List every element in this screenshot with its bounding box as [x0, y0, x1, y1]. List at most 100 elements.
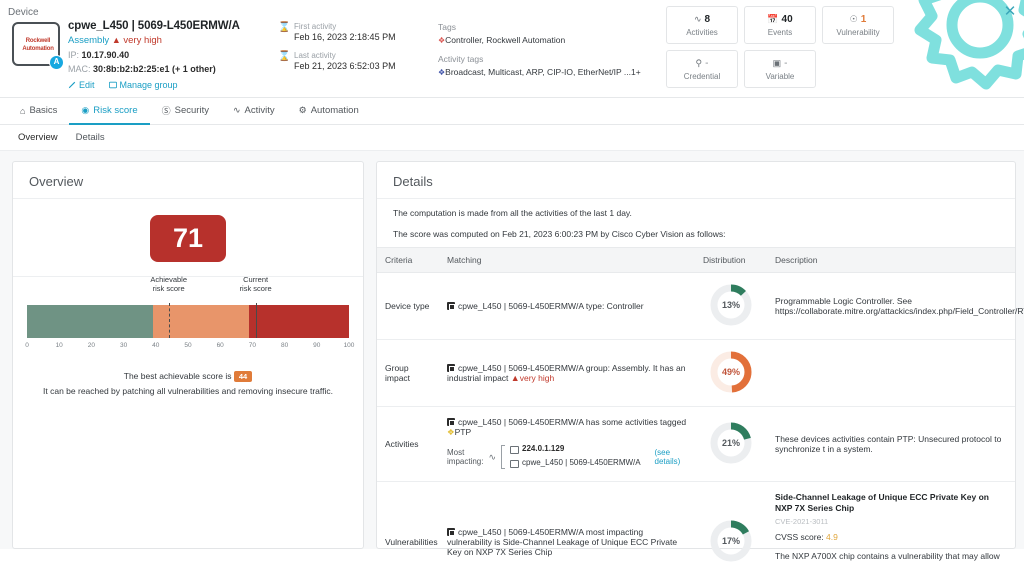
device-logo-text: Rockwell Automation: [22, 38, 54, 52]
tags-column: Tags ❖Controller, Rockwell Automation Ac…: [438, 20, 643, 77]
edit-label: Edit: [79, 80, 95, 90]
most-impacting-label: Most impacting:: [447, 448, 484, 466]
stat-value: 8: [704, 13, 711, 25]
donut-value: 13%: [721, 300, 740, 310]
scale-band-high: [249, 305, 349, 338]
marker-achievable-caption: Achievable risk score: [150, 275, 188, 293]
row-matching: cpwe_L450 | 5069-L450ERMW/A type: Contro…: [439, 272, 695, 340]
device-actions: Edit Manage group: [68, 80, 278, 90]
network-icon: [510, 446, 519, 454]
row-criteria: Group impact: [377, 339, 439, 407]
device-title: cpwe_L450 | 5069-L450ERMW/A: [68, 20, 240, 32]
stat-label: Events: [767, 27, 793, 37]
stat-card-activities[interactable]: ∿ 8 Activities: [666, 6, 738, 44]
donut-chart: 21%: [709, 421, 753, 465]
tab-security[interactable]: Ⓢ Security: [150, 98, 221, 125]
best-achievable-note: The best achievable score is 44 It can b…: [13, 357, 363, 396]
stat-label: Vulnerability: [836, 27, 880, 37]
device-icon: [447, 418, 455, 426]
tab-risk-score[interactable]: ◉ Risk score: [69, 98, 150, 125]
section-label: Device: [8, 7, 39, 18]
device-icon: [447, 302, 455, 310]
row-distribution: 21%: [695, 406, 767, 482]
bracket-decoration: [501, 445, 505, 469]
tag-bullet-icon: ❖: [438, 36, 446, 45]
row-matching: cpwe_L450 | 5069-L450ERMW/A group: Assem…: [439, 339, 695, 407]
warning-triangle-icon: ▲: [510, 373, 520, 383]
donut-value: 17%: [721, 535, 740, 546]
edit-button[interactable]: Edit: [68, 80, 95, 90]
row-matching-text: cpwe_L450 | 5069-L450ERMW/A most impacti…: [447, 526, 678, 557]
stat-cards: ∿ 8 Activities 📅 40 Events ☉ 1: [666, 6, 966, 88]
device-severity: very high: [123, 35, 162, 46]
device-icon: [510, 460, 519, 468]
row-severity: very high: [519, 373, 555, 383]
row-description: Side-Channel Leakage of Unique ECC Priva…: [767, 481, 1015, 563]
vulnerability-icon: ☉: [849, 13, 858, 24]
tag-bullet-icon: ❖: [447, 427, 455, 437]
tab-basics[interactable]: ⌂ Basics: [8, 98, 69, 125]
most-impacting-ip-row: 224.0.1.129: [510, 443, 564, 455]
details-card: Details The computation is made from all…: [376, 161, 1024, 563]
tab-label: Basics: [29, 105, 58, 116]
col-distribution: Distribution: [695, 247, 767, 273]
subtab-details[interactable]: Details: [75, 132, 105, 143]
cvss-label: CVSS score:: [775, 532, 824, 542]
table-header-row: Criteria Matching Distribution Descripti…: [377, 247, 1015, 273]
tags-label: Tags: [438, 22, 456, 32]
tags-text: Controller, Rockwell Automation: [445, 35, 566, 45]
donut-chart: 13%: [709, 283, 753, 327]
table-row: Device type cpwe_L450 | 5069-L450ERMW/A …: [377, 272, 1024, 340]
details-note-2: The score was computed on Feb 21, 2023 6…: [393, 229, 726, 239]
last-activity-value: Feb 21, 2023 6:52:03 PM: [294, 61, 396, 71]
device-group-link[interactable]: Assembly: [68, 35, 110, 46]
row-description: Programmable Logic Controller. See https…: [767, 272, 1024, 340]
activity-times: ⌛ First activity Feb 16, 2023 2:18:45 PM…: [278, 20, 438, 80]
row-description: These devices activities contain PTP: Un…: [767, 406, 1015, 482]
tab-label: Security: [174, 105, 209, 116]
most-impacting-device-row: cpwe_L450 | 5069-L450ERMW/A: [510, 457, 641, 469]
row-distribution: 49%: [695, 339, 767, 407]
calendar-icon: 📅: [767, 13, 779, 24]
manage-group-button[interactable]: Manage group: [108, 80, 178, 90]
main-tabs: ⌂ Basics ◉ Risk score Ⓢ Security ∿ Activ…: [0, 98, 1024, 125]
tab-activity[interactable]: ∿ Activity: [221, 98, 287, 125]
stat-card-credential[interactable]: ⚲ - Credential: [666, 50, 738, 88]
table-row: Group impact cpwe_L450 | 5069-L450ERMW/A…: [377, 339, 1015, 407]
vulnerability-cve: CVE-2021-3011: [775, 517, 829, 526]
device-mac-row: MAC: 30:8b:b2:b2:25:e1 (+ 1 other): [68, 64, 278, 74]
activity-icon: ∿: [693, 13, 702, 24]
pencil-icon: [68, 81, 76, 89]
row-matching-tag: PTP: [454, 427, 472, 437]
hourglass-icon: ⌛: [278, 51, 291, 62]
donut-value: 49%: [721, 367, 740, 377]
shield-icon: Ⓢ: [161, 106, 171, 116]
overview-title: Overview: [13, 162, 363, 199]
donut-value: 21%: [721, 438, 740, 448]
device-logo: Rockwell Automation A: [12, 22, 64, 70]
table-row: Activities cpwe_L450 | 5069-L450ERMW/A h…: [377, 406, 1015, 482]
stat-value: 1: [860, 13, 867, 25]
tab-label: Activity: [244, 105, 275, 116]
manage-group-label: Manage group: [119, 80, 178, 90]
see-details-link[interactable]: (see details): [654, 448, 681, 466]
criteria-table: Criteria Matching Distribution Descripti…: [377, 247, 1024, 563]
subtab-overview[interactable]: Overview: [18, 132, 58, 143]
device-icon: [447, 364, 455, 372]
mac-value: 30:8b:b2:b2:25:e1 (+ 1 other): [93, 64, 216, 74]
tab-automation[interactable]: ⚙ Automation: [287, 98, 371, 125]
first-activity-row: ⌛ First activity Feb 16, 2023 2:18:45 PM: [278, 22, 438, 42]
tab-label: Automation: [310, 105, 359, 116]
col-description: Description: [767, 247, 1015, 273]
stat-value: -: [784, 57, 788, 69]
stat-card-variable[interactable]: ▣ - Variable: [744, 50, 816, 88]
activity-tags-label: Activity tags: [438, 54, 484, 64]
last-activity-row: ⌛ Last activity Feb 21, 2023 6:52:03 PM: [278, 51, 438, 71]
col-criteria: Criteria: [377, 247, 439, 273]
gauge-icon: ◉: [81, 105, 90, 115]
close-icon[interactable]: ✕: [1003, 3, 1017, 20]
stat-card-events[interactable]: 📅 40 Events: [744, 6, 816, 44]
stat-card-vulnerability[interactable]: ☉ 1 Vulnerability: [822, 6, 894, 44]
score-badge-wrap: 71: [13, 199, 363, 276]
donut-chart: 17%: [709, 519, 753, 563]
